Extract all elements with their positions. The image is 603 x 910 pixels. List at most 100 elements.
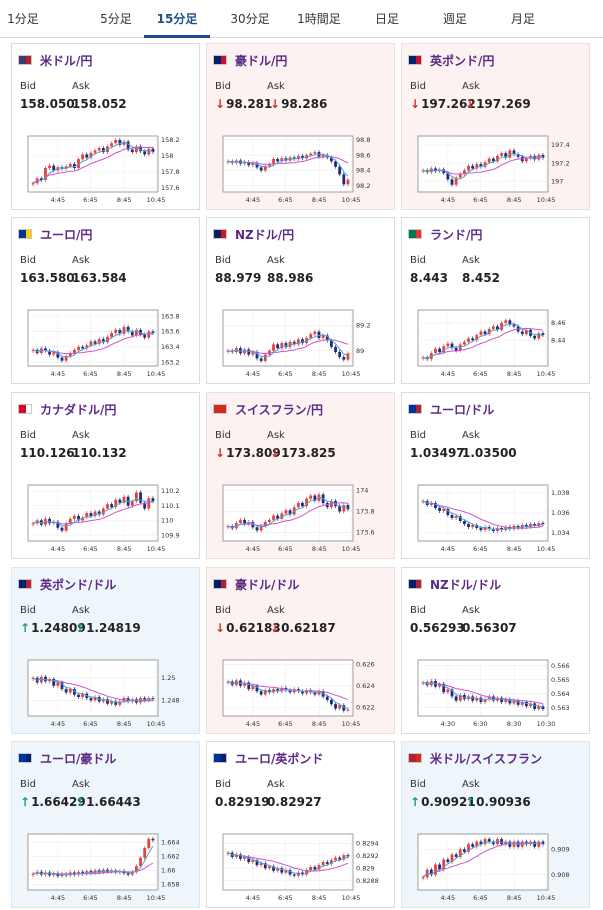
price-chart[interactable]: 1.664 1.662 1.66 1.658 4:45 6:45 8:45 10:45 <box>22 831 192 904</box>
candle-up <box>101 699 105 702</box>
price-chart[interactable]: 0.8294 0.8292 0.829 0.8288 4:45 6:45 8:45 10:45 <box>217 831 387 904</box>
currency-pair-link[interactable]: 英ポンド/円 <box>430 53 495 68</box>
currency-pair-link[interactable]: 米ドル/円 <box>40 53 93 68</box>
rate-card[interactable]: NZドル/円 Bid Ask 88.979 88.986 89.2 89 4:45 6:45 8:… <box>206 217 395 384</box>
candle-up <box>471 525 475 527</box>
candle-down <box>450 689 454 697</box>
bid-value: ↑1.24809 <box>20 621 86 635</box>
candle-up <box>429 503 433 505</box>
tab-1[interactable]: 5分足 <box>100 12 132 26</box>
candle-up <box>85 513 89 518</box>
currency-pair-link[interactable]: NZドル/円 <box>235 227 295 242</box>
ask-value: 88.986 <box>267 271 313 285</box>
rate-card[interactable]: 米ドル/円 Bid Ask 158.050 158.052 158.2 158 157.8 15… <box>11 43 200 210</box>
bid-number: 0.56293 <box>410 621 465 635</box>
candle-down <box>139 492 142 503</box>
bid-label: Bid <box>410 430 426 441</box>
currency-pair-link[interactable]: ランド/円 <box>430 227 483 242</box>
candle-down <box>139 329 142 335</box>
tab-7[interactable]: 月足 <box>510 12 535 26</box>
rate-card[interactable]: ユーロ/英ポンド Bid Ask 0.82919 0.82927 0.8294 0.8292… <box>206 741 395 908</box>
rate-card[interactable]: 米ドル/スイスフラン Bid Ask ↑0.90921 ↑0.90936 0.909 0.9… <box>401 741 590 908</box>
candle-up <box>44 168 47 180</box>
candle-up <box>93 696 97 701</box>
price-chart[interactable]: 8.46 8.44 4:45 6:45 8:45 10:45 <box>412 307 582 380</box>
price-chart[interactable]: 1.25 1.248 4:45 6:45 8:45 10:45 <box>22 657 192 730</box>
price-chart[interactable]: 1.038 1.036 1.034 4:45 6:45 8:45 10:45 <box>412 482 582 555</box>
candle-down <box>301 872 304 875</box>
candle-down <box>151 498 155 502</box>
rate-card[interactable]: NZドル/ドル Bid Ask 0.56293 0.56307 0.566 0.565 0.5… <box>401 567 590 734</box>
candle-up <box>114 140 118 144</box>
tab-0[interactable]: 1分足 <box>7 12 39 26</box>
rate-card[interactable]: ユーロ/円 Bid Ask 163.580 163.584 163.8 163.6 163.4… <box>11 217 200 384</box>
price-chart[interactable]: 0.909 0.908 4:45 6:45 8:45 10:45 <box>412 831 582 904</box>
candle-up <box>239 519 242 524</box>
ask-label: Ask <box>72 605 90 616</box>
currency-pair-link[interactable]: 米ドル/スイスフラン <box>430 751 543 766</box>
candle-up <box>280 688 284 692</box>
candle-up <box>421 170 425 172</box>
price-chart[interactable]: 98.8 98.6 98.4 98.2 4:45 6:45 8:45 10:45 <box>217 133 387 206</box>
price-chart[interactable]: 89.2 89 4:45 6:45 8:45 10:45 <box>217 307 387 380</box>
rate-card[interactable]: 豪ドル/円 Bid Ask ↓98.281 ↓98.286 98.8 98.6 98.4 98.… <box>206 43 395 210</box>
y-tick-label: 98.8 <box>356 136 370 144</box>
candle-down <box>143 698 147 701</box>
price-chart[interactable]: 0.626 0.624 0.622 4:45 6:45 8:45 10:45 <box>217 657 387 730</box>
candle-up <box>263 165 267 171</box>
candle-up <box>89 152 93 158</box>
candle-down <box>342 705 346 711</box>
candle-down <box>143 334 147 338</box>
candle-up <box>122 496 126 503</box>
x-tick-label: 8:45 <box>117 370 132 378</box>
tab-5[interactable]: 日足 <box>374 12 399 26</box>
bid-number: 163.580 <box>20 271 75 285</box>
rate-card[interactable]: スイスフラン/円 Bid Ask ↓173.809 ↓173.825 174 173.8 17… <box>206 392 395 559</box>
rate-card[interactable]: ランド/円 Bid Ask 8.443 8.452 8.46 8.44 4:45 6:45 8:4… <box>401 217 590 384</box>
candle-down <box>434 168 437 172</box>
bid-value: 163.580 <box>20 271 75 285</box>
candle-down <box>533 841 537 847</box>
tab-6[interactable]: 週足 <box>442 12 467 26</box>
currency-pair-link[interactable]: NZドル/ドル <box>430 577 502 592</box>
currency-pair-link[interactable]: スイスフラン/円 <box>235 402 324 417</box>
price-chart[interactable]: 163.8 163.6 163.4 163.2 4:45 6:45 8:45 10:45 <box>22 307 192 380</box>
price-chart[interactable]: 0.566 0.565 0.564 0.563 4:30 6:30 8:30 10:30 <box>412 657 582 730</box>
candle-down <box>463 849 466 852</box>
ask-number: 173.825 <box>281 446 336 460</box>
candle-up <box>487 696 491 700</box>
x-tick-label: 4:45 <box>51 894 66 902</box>
rate-card[interactable]: カナダドル/円 Bid Ask 110.126 110.132 110.2 110.1 110… <box>11 392 200 559</box>
candle-down <box>454 347 458 351</box>
up-arrow-icon: ↑ <box>465 795 476 809</box>
currency-pair-link[interactable]: ユーロ/円 <box>40 227 93 242</box>
rate-card[interactable]: 英ポンド/ドル Bid Ask ↑1.24809 ↑1.24819 1.25 1.248 4:… <box>11 567 200 734</box>
currency-pair-link[interactable]: ユーロ/英ポンド <box>235 751 324 766</box>
tab-2[interactable]: 15分足 <box>144 0 210 38</box>
tab-4[interactable]: 1時間足 <box>297 12 341 26</box>
candle-down <box>317 331 321 338</box>
price-chart[interactable]: 110.2 110.1 110 109.9 4:45 6:45 8:45 10:45 <box>22 482 192 555</box>
currency-pair-link[interactable]: ユーロ/ドル <box>430 402 495 417</box>
currency-pair-link[interactable]: 豪ドル/円 <box>235 53 288 68</box>
price-chart[interactable]: 174 173.8 173.6 4:45 6:45 8:45 10:45 <box>217 482 387 555</box>
price-chart[interactable]: 158.2 158 157.8 157.6 4:45 6:45 8:45 10:45 <box>22 133 192 206</box>
price-chart[interactable]: 197.4 197.2 197 4:45 6:45 8:45 10:45 <box>412 133 582 206</box>
currency-pair-link[interactable]: 豪ドル/ドル <box>235 577 300 592</box>
rate-card[interactable]: 英ポンド/円 Bid Ask ↓197.262 ↓197.269 197.4 197.2 19… <box>401 43 590 210</box>
ask-label: Ask <box>267 255 285 266</box>
currency-pair-link[interactable]: カナダドル/円 <box>40 402 117 417</box>
ask-number: 197.269 <box>476 97 531 111</box>
rate-card[interactable]: 豪ドル/ドル Bid Ask ↓0.62183 ↓0.62187 0.626 0.624 0.… <box>206 567 395 734</box>
rate-card[interactable]: ユーロ/ドル Bid Ask 1.03497 1.03500 1.038 1.036 1.03… <box>401 392 590 559</box>
candle-down <box>342 174 346 185</box>
x-tick-label: 4:45 <box>441 545 456 553</box>
candle-down <box>292 341 296 345</box>
ma-long-line <box>227 852 349 872</box>
candle-down <box>463 521 466 524</box>
candle-down <box>434 503 437 508</box>
rate-card[interactable]: ユーロ/豪ドル Bid Ask ↑1.66429 ↑1.66443 1.664 1.662 1… <box>11 741 200 908</box>
currency-pair-link[interactable]: ユーロ/豪ドル <box>40 751 117 766</box>
tab-3[interactable]: 30分足 <box>230 12 270 26</box>
currency-pair-link[interactable]: 英ポンド/ドル <box>40 577 117 592</box>
